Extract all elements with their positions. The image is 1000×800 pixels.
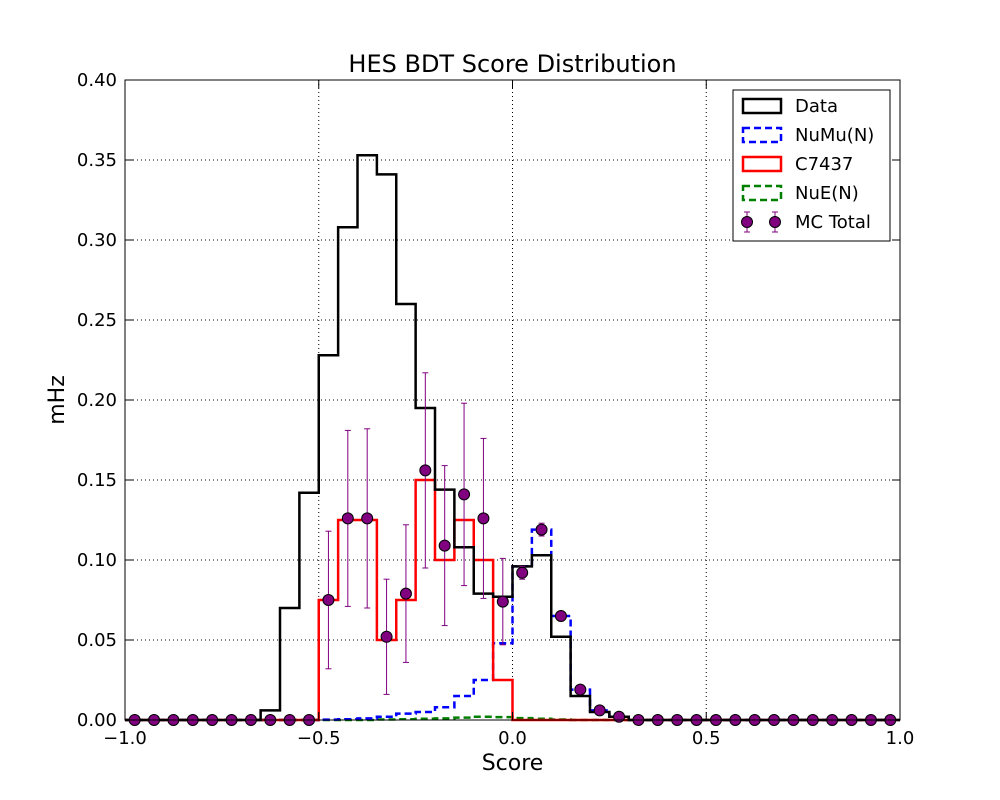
y-tick-label: 0.05	[77, 630, 117, 651]
x-axis-label: Score	[482, 751, 544, 776]
data-point	[613, 710, 626, 723]
y-tick-label: 0.25	[77, 310, 117, 331]
x-tick-label: 0.0	[498, 728, 527, 749]
y-tick-label: 0.15	[77, 470, 117, 491]
x-tick-label: 0.5	[692, 728, 721, 749]
legend-swatch-nue-n	[741, 184, 783, 202]
data-point	[554, 610, 567, 622]
y-tick-label: 0.35	[77, 150, 117, 171]
data-point	[361, 512, 374, 525]
data-point	[419, 464, 432, 477]
chart-title: HES BDT Score Distribution	[348, 50, 676, 78]
legend-label-mc-total: MC Total	[795, 212, 871, 233]
data-point	[496, 595, 509, 608]
y-tick-label: 0.00	[77, 710, 117, 731]
y-tick-label: 0.20	[77, 390, 117, 411]
data-point	[380, 630, 393, 643]
data-point	[477, 512, 490, 525]
data-point	[438, 539, 451, 552]
data-point	[458, 488, 471, 501]
x-tick-label: 1.0	[886, 728, 915, 749]
legend-label-c7437: C7437	[795, 154, 853, 175]
data-point	[574, 683, 587, 696]
legend-marker	[769, 216, 781, 228]
legend-label-numu-n: NuMu(N)	[795, 125, 874, 146]
data-point	[593, 704, 606, 717]
y-tick-label: 0.40	[77, 70, 117, 91]
y-axis-label: mHz	[45, 375, 70, 425]
data-point	[341, 512, 354, 525]
y-tick-label: 0.10	[77, 550, 117, 571]
legend-label-data: Data	[795, 96, 838, 117]
legend-swatch-data	[741, 97, 783, 115]
data-point	[322, 594, 335, 606]
legend: Data NuMu(N) C7437 NuE(N) MC Total	[732, 89, 891, 242]
data-point	[399, 587, 412, 600]
legend-marker	[741, 216, 753, 228]
legend-box	[732, 89, 891, 242]
legend-swatch-c7437	[741, 155, 783, 173]
data-point	[516, 566, 529, 579]
y-tick-label: 0.30	[77, 230, 117, 251]
legend-swatch-numu-n	[741, 126, 783, 144]
legend-label-nue-n: NuE(N)	[795, 183, 859, 204]
ticks: −1.0 −0.5 0.0 0.5 1.0 0.00 0.05 0.10 0.15 0.20 0.2…	[77, 70, 914, 749]
x-tick-label: −0.5	[297, 728, 341, 749]
data-point	[535, 523, 548, 536]
x-tick-label: −1.0	[103, 728, 147, 749]
